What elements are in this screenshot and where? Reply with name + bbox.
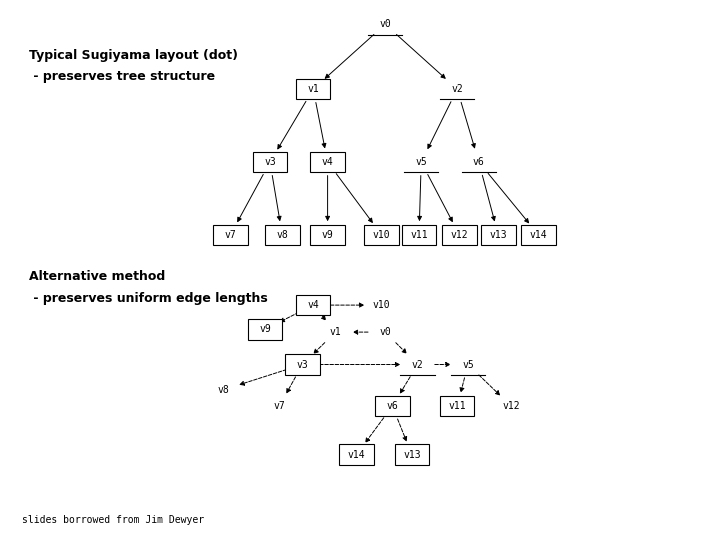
Text: v7: v7 bbox=[274, 401, 285, 411]
Text: v12: v12 bbox=[451, 230, 468, 240]
Text: v11: v11 bbox=[410, 230, 428, 240]
Text: v6: v6 bbox=[473, 157, 485, 167]
Text: v12: v12 bbox=[503, 401, 520, 411]
Bar bbox=[521, 225, 556, 245]
Bar bbox=[296, 79, 330, 99]
Text: v8: v8 bbox=[217, 385, 229, 395]
Text: v2: v2 bbox=[412, 360, 423, 369]
Text: Typical Sugiyama layout (dot): Typical Sugiyama layout (dot) bbox=[29, 49, 238, 62]
Text: v4: v4 bbox=[307, 300, 319, 310]
Text: v7: v7 bbox=[225, 230, 236, 240]
Text: slides borrowed from Jim Dewyer: slides borrowed from Jim Dewyer bbox=[22, 515, 204, 525]
Text: v0: v0 bbox=[379, 19, 391, 29]
Text: v13: v13 bbox=[490, 230, 507, 240]
Bar bbox=[310, 152, 345, 172]
Text: v3: v3 bbox=[297, 360, 308, 369]
Bar bbox=[442, 225, 477, 245]
Text: v0: v0 bbox=[379, 327, 391, 337]
Bar bbox=[248, 319, 282, 340]
Bar bbox=[296, 295, 330, 315]
Bar bbox=[310, 225, 345, 245]
Bar bbox=[253, 152, 287, 172]
Text: v6: v6 bbox=[387, 401, 398, 411]
Text: v1: v1 bbox=[307, 84, 319, 94]
Text: v9: v9 bbox=[259, 325, 271, 334]
Text: v8: v8 bbox=[276, 230, 288, 240]
Bar bbox=[213, 225, 248, 245]
Text: v10: v10 bbox=[373, 230, 390, 240]
Text: v4: v4 bbox=[322, 157, 333, 167]
Bar bbox=[339, 444, 374, 465]
Bar bbox=[265, 225, 300, 245]
Text: v3: v3 bbox=[264, 157, 276, 167]
Text: Alternative method: Alternative method bbox=[29, 270, 165, 283]
Text: v14: v14 bbox=[530, 230, 547, 240]
Text: - preserves tree structure: - preserves tree structure bbox=[29, 70, 215, 83]
Text: v5: v5 bbox=[462, 360, 474, 369]
Text: v11: v11 bbox=[449, 401, 466, 411]
Bar bbox=[395, 444, 429, 465]
Text: v10: v10 bbox=[373, 300, 390, 310]
Text: v14: v14 bbox=[348, 450, 365, 460]
Text: v9: v9 bbox=[322, 230, 333, 240]
Text: - preserves uniform edge lengths: - preserves uniform edge lengths bbox=[29, 292, 268, 305]
Text: v1: v1 bbox=[330, 327, 341, 337]
Text: v5: v5 bbox=[415, 157, 427, 167]
Text: v13: v13 bbox=[403, 450, 420, 460]
Text: v2: v2 bbox=[451, 84, 463, 94]
Bar bbox=[481, 225, 516, 245]
Bar bbox=[364, 225, 399, 245]
Bar bbox=[375, 396, 410, 416]
Bar bbox=[285, 354, 320, 375]
Bar bbox=[440, 396, 474, 416]
Bar bbox=[402, 225, 436, 245]
